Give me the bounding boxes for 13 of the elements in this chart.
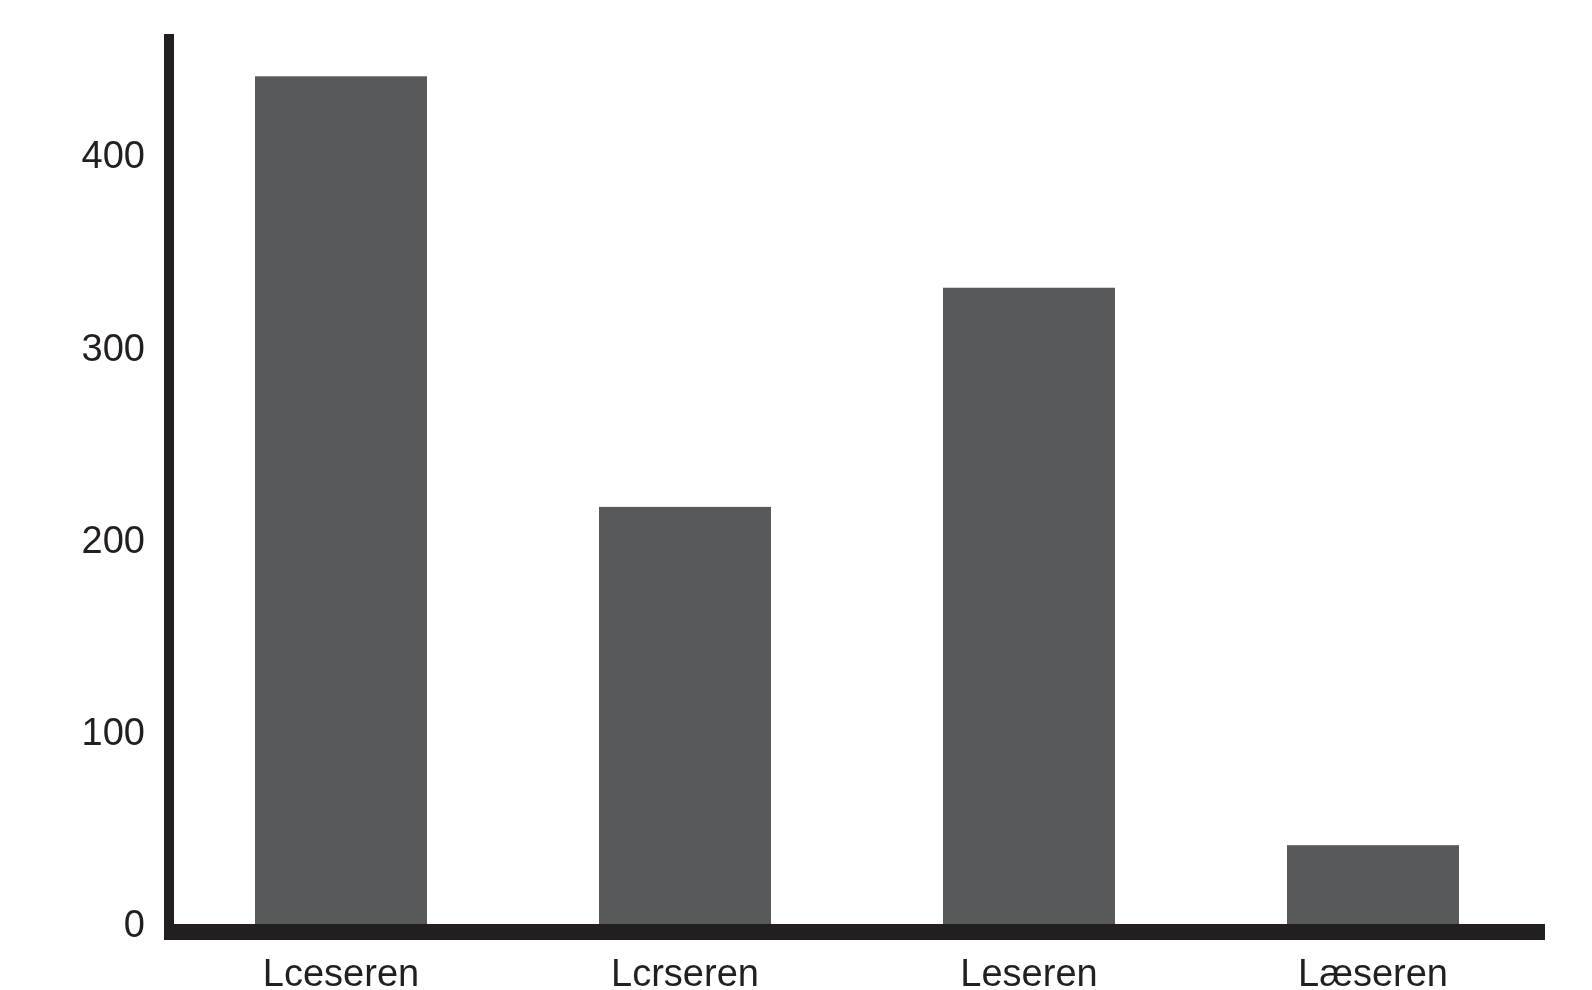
- x-tick-label: Læseren: [1298, 952, 1448, 990]
- bar: [255, 76, 427, 924]
- y-tick-label: 100: [81, 711, 145, 754]
- x-tick-label: Lcrseren: [611, 952, 759, 990]
- x-tick-label: Lceseren: [262, 952, 420, 990]
- y-tick-label: 400: [81, 134, 145, 177]
- bar: [599, 506, 771, 924]
- y-tick-label: 200: [81, 518, 145, 561]
- x-tick-label: Leseren: [960, 952, 1098, 990]
- y-tick-label: 0: [123, 903, 145, 946]
- bar: [1287, 845, 1459, 924]
- y-tick-label: 300: [81, 326, 145, 369]
- bar: [943, 287, 1115, 924]
